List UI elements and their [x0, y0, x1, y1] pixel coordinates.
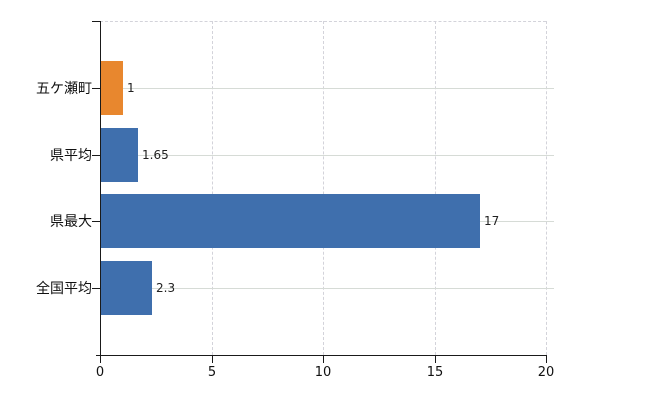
y-axis	[100, 21, 101, 356]
category-tick	[92, 288, 100, 289]
category-tick	[92, 88, 100, 89]
vertical-gridline	[546, 21, 547, 355]
x-axis-tick	[435, 355, 436, 363]
x-tick-label: 0	[95, 365, 105, 380]
x-tick-label: 10	[314, 365, 332, 380]
category-label: 県平均	[50, 148, 92, 164]
y-axis-top-cap	[92, 21, 100, 22]
bar	[101, 128, 138, 182]
category-tick	[92, 221, 100, 222]
value-label: 1.65	[142, 148, 169, 162]
vertical-gridline	[434, 21, 436, 355]
vertical-gridline	[211, 21, 213, 355]
category-label: 五ケ瀬町	[36, 81, 92, 97]
category-gridline	[100, 288, 554, 289]
category-gridline	[100, 155, 554, 156]
value-label: 1	[127, 81, 135, 95]
vertical-gridline	[323, 21, 324, 355]
bar	[101, 194, 480, 248]
x-axis-tick	[212, 355, 213, 363]
category-tick	[92, 155, 100, 156]
category-label: 全国平均	[36, 281, 92, 297]
x-tick-label: 20	[537, 365, 555, 380]
x-axis-tick	[100, 355, 101, 363]
value-label: 2.3	[156, 281, 176, 295]
value-label: 17	[484, 214, 500, 228]
x-axis-tick	[323, 355, 324, 363]
category-label: 県最大	[50, 214, 92, 230]
x-axis-tick	[546, 355, 547, 363]
x-tick-label: 5	[207, 365, 217, 380]
bar	[101, 61, 123, 115]
bar	[101, 261, 152, 315]
x-tick-label: 15	[426, 365, 444, 380]
category-gridline	[100, 88, 554, 89]
x-axis	[96, 355, 547, 356]
